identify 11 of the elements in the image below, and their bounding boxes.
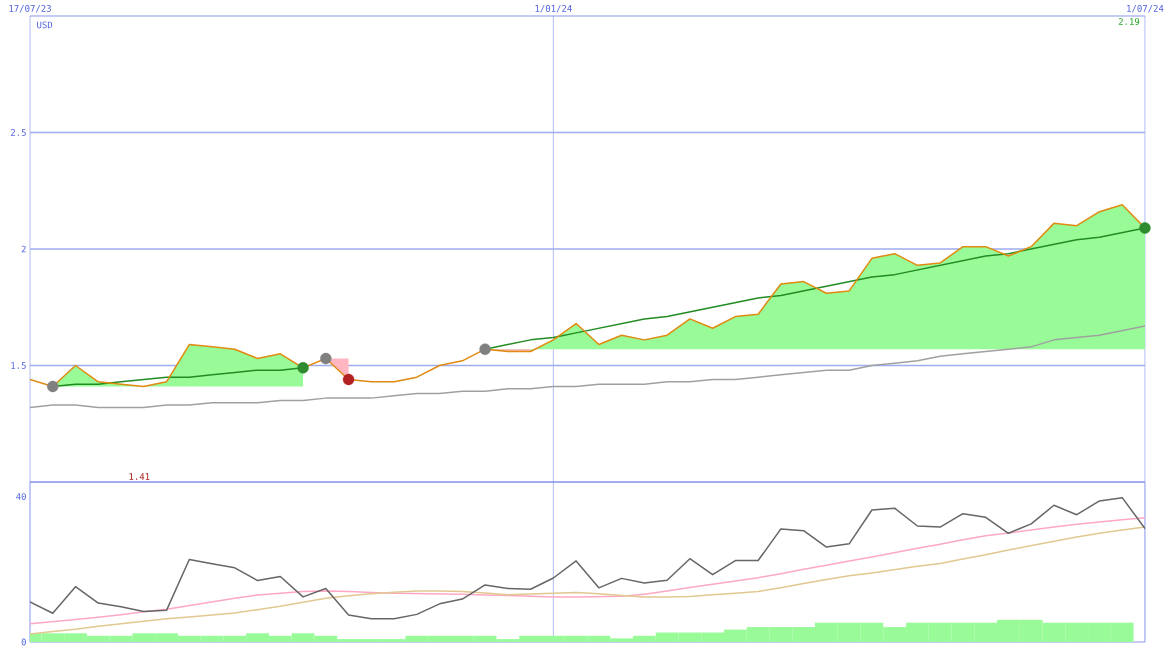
y-tick-label: 2 — [21, 245, 26, 253]
annotation: 1.41 — [129, 473, 150, 480]
y-tick-label: 40 — [16, 493, 26, 500]
y-axis-title: USD — [37, 21, 53, 29]
y-tick-label: 2.5 — [10, 129, 26, 136]
annotation: 2.19 — [1118, 18, 1140, 25]
x-tick-label: 1/01/24 — [535, 4, 572, 13]
y-tick-label: 0 — [21, 638, 26, 646]
x-tick-label: 1/07/24 — [1127, 4, 1164, 13]
y-tick-label: 1.5 — [11, 362, 26, 369]
x-tick-label: 17/07/23 — [9, 4, 51, 13]
